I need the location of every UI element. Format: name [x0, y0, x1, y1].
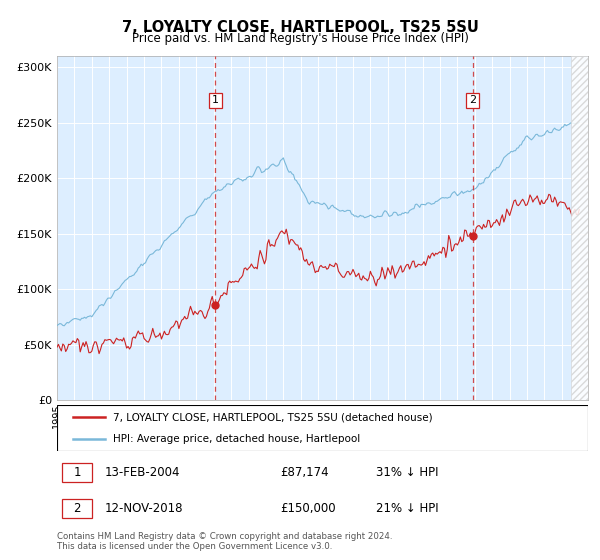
Text: 21% ↓ HPI: 21% ↓ HPI	[376, 502, 438, 515]
Text: 7, LOYALTY CLOSE, HARTLEPOOL, TS25 5SU: 7, LOYALTY CLOSE, HARTLEPOOL, TS25 5SU	[122, 20, 478, 35]
Text: 7, LOYALTY CLOSE, HARTLEPOOL, TS25 5SU (detached house): 7, LOYALTY CLOSE, HARTLEPOOL, TS25 5SU (…	[113, 412, 433, 422]
Bar	[571, 56, 597, 400]
Text: 31% ↓ HPI: 31% ↓ HPI	[376, 466, 438, 479]
Text: 2: 2	[469, 95, 476, 105]
FancyBboxPatch shape	[57, 405, 588, 451]
Text: 1: 1	[73, 466, 81, 479]
FancyBboxPatch shape	[62, 500, 92, 519]
Text: Price paid vs. HM Land Registry's House Price Index (HPI): Price paid vs. HM Land Registry's House …	[131, 32, 469, 45]
Text: Contains HM Land Registry data © Crown copyright and database right 2024.
This d: Contains HM Land Registry data © Crown c…	[57, 532, 392, 552]
FancyBboxPatch shape	[62, 463, 92, 482]
Text: £150,000: £150,000	[280, 502, 335, 515]
Text: 12-NOV-2018: 12-NOV-2018	[105, 502, 183, 515]
Text: £87,174: £87,174	[280, 466, 329, 479]
Text: 13-FEB-2004: 13-FEB-2004	[105, 466, 180, 479]
Text: HPI: Average price, detached house, Hartlepool: HPI: Average price, detached house, Hart…	[113, 435, 360, 444]
Text: 1: 1	[212, 95, 219, 105]
Text: 2: 2	[73, 502, 81, 515]
